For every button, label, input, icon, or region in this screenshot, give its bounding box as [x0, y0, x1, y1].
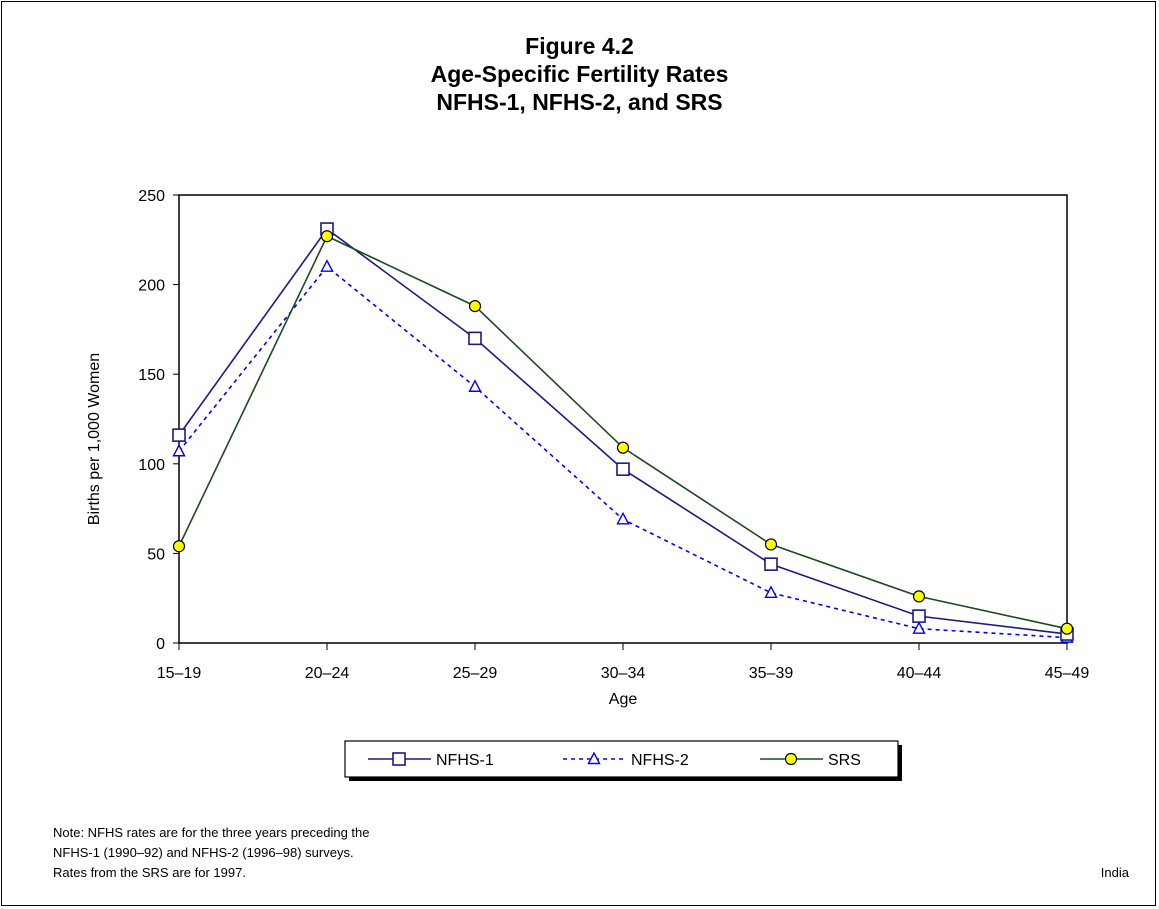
data-point-nfhs-1: [912, 609, 926, 623]
legend-marker-nfhs-1: [392, 752, 406, 766]
legend-marker-srs: [784, 752, 798, 766]
y-axis-label: Births per 1,000 Women: [86, 353, 103, 525]
chart-title-line-3: NFHS-1, NFHS-2, and SRS: [436, 89, 723, 115]
x-tick-label: 45–49: [1045, 665, 1090, 682]
chart-note: Note: NFHS rates are for the three years…: [53, 823, 370, 883]
data-point-nfhs-1: [172, 428, 186, 442]
data-point-nfhs-1: [764, 557, 778, 571]
data-point-srs: [616, 441, 630, 454]
data-point-nfhs-2: [912, 621, 926, 634]
data-point-nfhs-2: [468, 379, 482, 392]
x-tick-label: 20–24: [305, 665, 350, 682]
legend-marker-nfhs-2: [587, 751, 601, 765]
y-tick-label: 150: [138, 367, 165, 384]
note-line-2: NFHS-1 (1990–92) and NFHS-2 (1996–98) su…: [53, 845, 354, 860]
legend-label-nfhs-1: NFHS-1: [436, 752, 494, 769]
x-tick-label: 15–19: [157, 665, 202, 682]
note-line-3: Rates from the SRS are for 1997.: [53, 865, 246, 880]
note-line-1: Note: NFHS rates are for the three years…: [53, 825, 370, 840]
y-tick-label: 200: [138, 278, 165, 295]
data-point-srs: [764, 538, 778, 551]
data-point-nfhs-1: [468, 331, 482, 346]
x-tick-label: 25–29: [453, 665, 498, 682]
country-label: India: [1100, 865, 1129, 880]
x-axis-label: Age: [609, 691, 638, 708]
legend-label-nfhs-2: NFHS-2: [631, 752, 689, 769]
chart-title: Figure 4.2 Age-Specific Fertility Rates …: [0, 32, 1159, 116]
data-point-srs: [320, 230, 334, 243]
data-point-nfhs-2: [320, 259, 334, 272]
y-tick-label: 0: [156, 636, 165, 653]
chart-title-line-2: Age-Specific Fertility Rates: [430, 61, 729, 87]
data-point-srs: [912, 590, 926, 603]
data-point-srs: [172, 540, 186, 553]
data-point-nfhs-2: [172, 443, 186, 457]
data-point-nfhs-2: [616, 511, 630, 525]
data-point-nfhs-1: [616, 462, 630, 476]
x-tick-label: 40–44: [897, 665, 942, 682]
series-srs: [172, 230, 1074, 635]
legend-label-srs: SRS: [828, 752, 861, 769]
data-point-srs: [1060, 622, 1074, 635]
x-tick-label: 35–39: [749, 665, 794, 682]
y-tick-label: 100: [138, 457, 165, 474]
x-tick-label: 30–34: [601, 665, 646, 682]
plot-area: [178, 194, 1068, 644]
data-point-nfhs-2: [764, 585, 778, 599]
y-tick-label: 250: [138, 188, 165, 205]
data-point-srs: [468, 300, 482, 313]
y-tick-label: 50: [147, 546, 165, 563]
chart-title-line-1: Figure 4.2: [525, 33, 634, 59]
